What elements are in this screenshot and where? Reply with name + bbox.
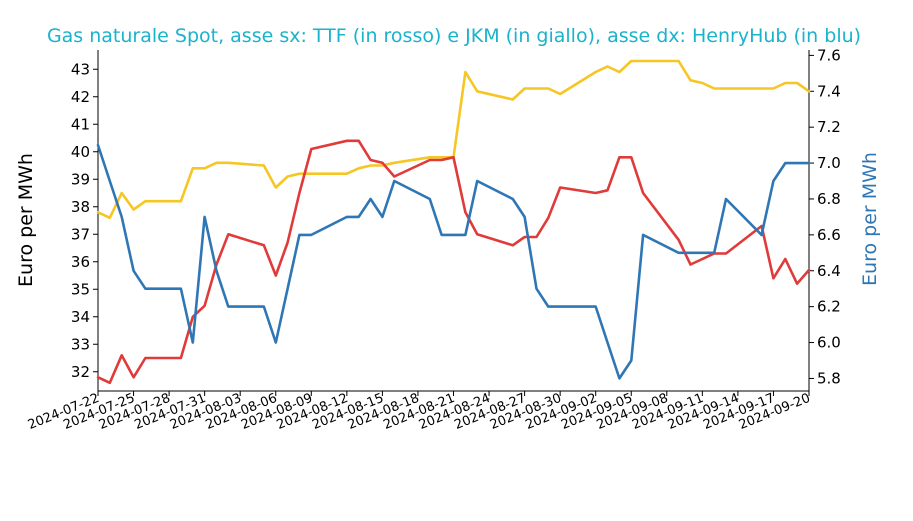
left-tick-label: 40 bbox=[71, 143, 90, 161]
left-tick-label: 33 bbox=[71, 335, 90, 353]
y-axis-label-left: Euro per MWh bbox=[15, 153, 37, 287]
left-tick-label: 34 bbox=[71, 308, 90, 326]
right-tick-label: 6.6 bbox=[817, 226, 841, 244]
henryhub-series-line bbox=[96, 143, 811, 380]
jkm-series-line bbox=[96, 59, 811, 220]
right-axis-ticks: 5.8 6.0 6.2 6.4 6.6 6.8 7.0 7.2 7.4 7.6 bbox=[809, 46, 841, 387]
left-axis-ticks: 32 33 34 35 36 37 38 39 40 41 42 43 bbox=[71, 60, 98, 381]
x-axis-ticks: 2024-07-222024-07-252024-07-282024-07-31… bbox=[26, 391, 813, 433]
series-layer bbox=[96, 59, 811, 385]
left-tick-label: 35 bbox=[71, 280, 90, 298]
right-tick-label: 7.2 bbox=[817, 118, 841, 136]
left-tick-label: 41 bbox=[71, 115, 90, 133]
ttf-series-line bbox=[96, 139, 811, 385]
right-tick-label: 5.8 bbox=[817, 369, 841, 387]
left-tick-label: 32 bbox=[71, 363, 90, 381]
left-tick-label: 42 bbox=[71, 88, 90, 106]
left-tick-label: 37 bbox=[71, 225, 90, 243]
right-tick-label: 6.4 bbox=[817, 262, 841, 280]
right-tick-label: 6.0 bbox=[817, 334, 841, 352]
y-axis-label-right: Euro per MWh bbox=[859, 152, 881, 286]
right-tick-label: 7.6 bbox=[817, 46, 841, 64]
left-tick-label: 43 bbox=[71, 60, 90, 78]
right-tick-label: 6.8 bbox=[817, 190, 841, 208]
left-tick-label: 39 bbox=[71, 170, 90, 188]
left-tick-label: 36 bbox=[71, 253, 90, 271]
right-tick-label: 6.2 bbox=[817, 298, 841, 316]
chart-title: Gas naturale Spot, asse sx: TTF (in ross… bbox=[47, 25, 861, 47]
right-tick-label: 7.4 bbox=[817, 82, 841, 100]
right-tick-label: 7.0 bbox=[817, 154, 841, 172]
left-tick-label: 38 bbox=[71, 198, 90, 216]
